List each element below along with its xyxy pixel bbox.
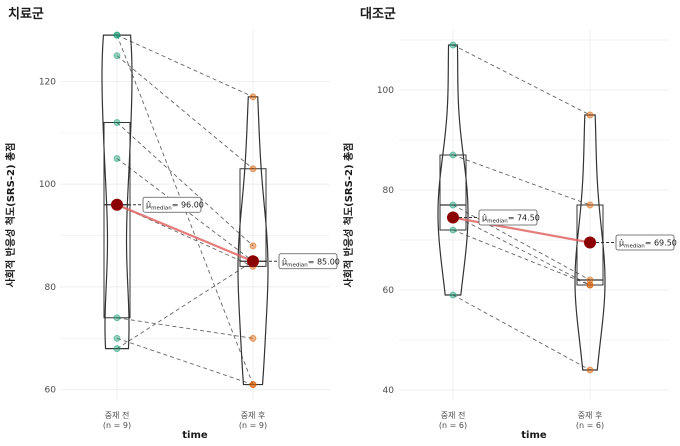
x-n-label: (n = 9)	[239, 421, 267, 430]
paired-line	[452, 204, 591, 281]
median-label-box	[278, 253, 338, 270]
data-point	[113, 52, 121, 60]
data-point	[586, 201, 594, 209]
x-n-label: (n = 6)	[576, 421, 604, 430]
data-point	[586, 111, 594, 119]
x-n-label: (n = 6)	[439, 421, 467, 430]
x-axis-title: time	[182, 430, 208, 441]
data-point	[249, 93, 257, 101]
paired-line	[452, 214, 591, 286]
data-point	[113, 31, 121, 39]
paired-line	[116, 34, 254, 98]
data-point	[449, 201, 457, 209]
paired-line	[116, 260, 254, 349]
paired-line	[452, 294, 591, 371]
y-tick-label: 60	[383, 286, 395, 296]
x-tick-label: 중재 후	[578, 411, 603, 420]
paired-line	[452, 44, 591, 116]
data-point	[586, 366, 594, 374]
median-point	[447, 211, 459, 224]
data-point	[113, 334, 121, 342]
median-label: μ̂median= 96.00	[146, 200, 204, 212]
data-point	[586, 281, 594, 289]
y-axis-title: 사회적 반응성 척도(SRS-2) 총점	[342, 143, 355, 288]
median-label-box	[142, 196, 202, 213]
median-trend-line	[452, 216, 591, 244]
data-point	[449, 41, 457, 49]
median-trend-line	[116, 203, 254, 263]
data-point	[249, 334, 257, 342]
panel-title: 대조군	[360, 7, 396, 22]
data-point	[249, 165, 257, 173]
data-point	[449, 291, 457, 299]
y-tick-label: 40	[383, 386, 395, 396]
median-label: μ̂median= 85.00	[282, 256, 340, 268]
panel-title: 치료군	[8, 6, 44, 22]
x-tick-label: 중재 전	[105, 410, 130, 420]
median-label-box	[478, 209, 538, 226]
y-tick-label: 60	[45, 386, 57, 396]
x-n-label: (n = 9)	[103, 421, 131, 430]
data-point	[113, 119, 121, 126]
y-tick-label: 80	[45, 283, 57, 293]
y-tick-label: 120	[39, 77, 56, 87]
data-point	[449, 226, 457, 234]
x-tick-label: 중재 전	[441, 410, 466, 420]
data-point	[113, 314, 121, 322]
violin-shape	[101, 34, 133, 350]
median-point	[584, 236, 596, 249]
violin-shape	[437, 44, 469, 296]
y-axis-title: 사회적 반응성 척도(SRS-2) 총점	[4, 143, 17, 288]
median-label: μ̂median= 69.50	[619, 238, 677, 250]
median-label: μ̂median= 74.50	[482, 213, 540, 225]
y-tick-label: 100	[377, 86, 394, 96]
data-point	[586, 276, 594, 284]
violin-shape	[574, 114, 606, 371]
paired-line	[116, 337, 254, 386]
paired-line	[116, 317, 254, 339]
data-point	[249, 381, 257, 389]
paired-line	[452, 154, 591, 206]
paired-line	[116, 122, 254, 247]
paired-line	[116, 55, 254, 170]
violin-shape	[237, 96, 269, 386]
box-iqr	[103, 122, 131, 319]
box-iqr	[576, 204, 604, 286]
data-point	[249, 242, 257, 250]
y-tick-label: 80	[383, 186, 395, 196]
median-label-box	[615, 234, 675, 251]
data-point	[449, 151, 457, 159]
data-point	[113, 345, 121, 353]
x-tick-label: 중재 후	[241, 411, 266, 420]
box-iqr	[439, 154, 467, 231]
median-point	[111, 198, 123, 211]
data-point	[113, 154, 121, 162]
y-tick-label: 100	[39, 180, 56, 190]
paired-line	[452, 229, 591, 286]
x-axis-title: time	[521, 430, 547, 441]
median-point	[247, 255, 259, 268]
